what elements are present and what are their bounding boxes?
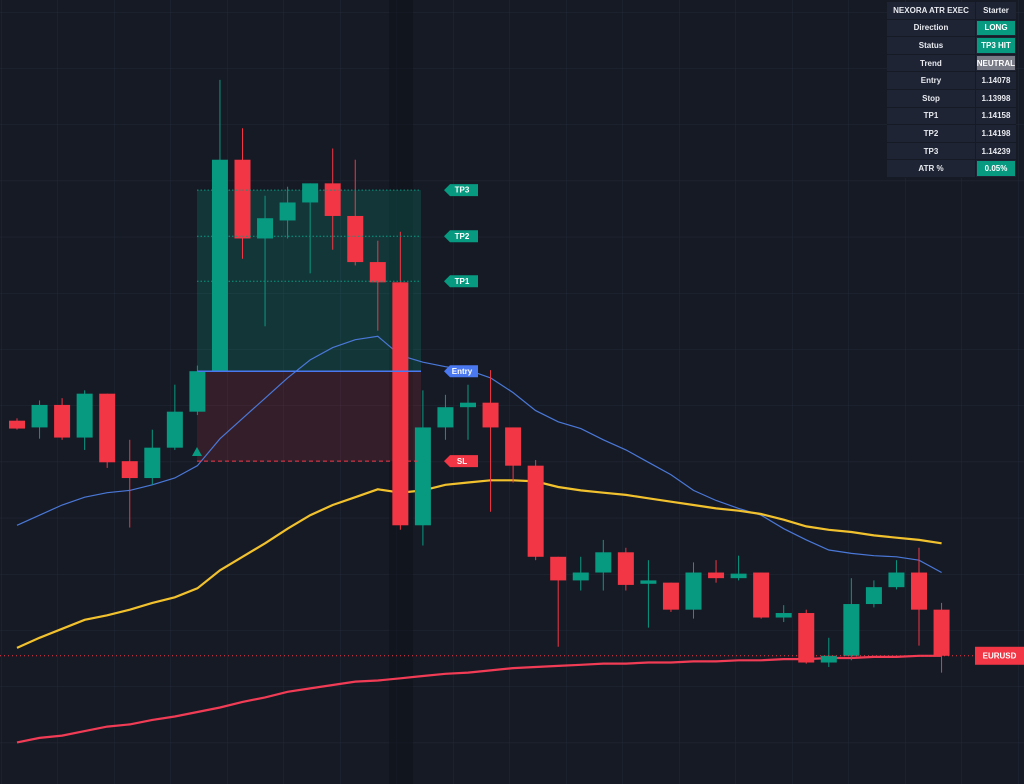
candle-body: [144, 447, 161, 479]
row-value: 1.14078: [981, 76, 1011, 86]
row-value: TP3 HIT: [977, 38, 1015, 53]
panel-row: Status TP3 HIT: [887, 37, 1016, 55]
candle-body: [392, 282, 409, 526]
row-label: TP1: [887, 107, 976, 125]
row-label: Stop: [887, 89, 976, 107]
candle-body: [708, 572, 725, 579]
candle-body: [347, 215, 364, 263]
candle-body: [911, 572, 927, 610]
row-label: Entry: [887, 72, 976, 89]
row-value: NEUTRAL: [976, 55, 1015, 71]
candle-body: [302, 183, 319, 203]
candle-body: [775, 613, 792, 618]
candle-body: [482, 402, 499, 428]
row-label: Status: [887, 37, 976, 54]
candle-body: [324, 183, 341, 216]
panel-row: TP2 1.14198: [887, 125, 1016, 143]
candle-body: [121, 461, 138, 479]
candle-body: [437, 407, 454, 428]
level-tag: [444, 230, 478, 243]
candle-body: [527, 465, 544, 557]
candle-body: [257, 218, 274, 239]
row-value: 1.13998: [981, 93, 1011, 103]
candle-body: [99, 393, 116, 463]
candle-body: [798, 613, 815, 663]
row-value: LONG: [977, 20, 1015, 36]
panel-row: ATR % 0.05%: [887, 160, 1016, 178]
panel-row: TP3 1.14239: [887, 142, 1016, 161]
symbol-label: EURUSD: [983, 651, 1017, 660]
candle-body: [460, 402, 476, 408]
candle-body: [234, 159, 251, 239]
panel-row: Stop 1.13998: [887, 89, 1016, 108]
stop-zone: [197, 371, 421, 462]
panel-row: Direction LONG: [887, 19, 1016, 38]
candle-body: [843, 604, 860, 656]
level-tag: [444, 365, 478, 378]
row-value: 1.14198: [981, 128, 1011, 138]
candle-body: [617, 552, 634, 585]
candle-body: [550, 556, 567, 581]
signal-marker: [192, 447, 202, 456]
row-label: TP3: [887, 142, 976, 160]
candle-body: [820, 655, 837, 663]
candle-body: [166, 411, 183, 448]
candle-body: [369, 262, 386, 283]
status-panel: NEXORA ATR EXEC Starter Direction LONG Statu…: [887, 2, 1016, 178]
candle-body: [662, 582, 679, 610]
level-tag: [444, 184, 478, 197]
level-tag: [444, 275, 478, 288]
candle-body: [505, 427, 522, 466]
panel-header: NEXORA ATR EXEC Starter: [887, 2, 1016, 20]
candle-body: [76, 393, 93, 438]
candle-body: [189, 371, 206, 412]
row-label: Direction: [887, 19, 976, 37]
moving-average: [16, 479, 942, 649]
row-value: 1.14239: [981, 146, 1011, 156]
candle-body: [279, 202, 296, 221]
panel-row: TP1 1.14158: [887, 107, 1016, 126]
candle-body: [933, 609, 950, 656]
level-tag: [444, 455, 478, 468]
moving-average: [16, 654, 942, 744]
candle-body: [31, 404, 48, 428]
row-label: TP2: [887, 125, 976, 142]
symbol-tag: [975, 646, 1024, 665]
row-value: 0.05%: [977, 161, 1015, 176]
level-label: SL: [457, 457, 467, 466]
moving-average: [16, 335, 942, 574]
row-label: ATR %: [887, 160, 976, 177]
panel-title: NEXORA ATR EXEC: [887, 2, 976, 19]
candle-body: [572, 572, 589, 581]
row-value: 1.14158: [981, 111, 1011, 121]
panel-plan: Starter: [983, 5, 1009, 15]
level-label: TP2: [455, 232, 470, 241]
level-label: TP1: [455, 277, 470, 286]
panel-row: Entry 1.14078: [887, 72, 1016, 90]
candle-body: [211, 159, 228, 372]
level-label: TP3: [455, 186, 470, 195]
candle-body: [414, 427, 431, 526]
candle-body: [753, 572, 770, 618]
candle-body: [865, 587, 882, 605]
candle-body: [9, 420, 25, 429]
candle-body: [685, 572, 702, 610]
level-label: Entry: [452, 367, 473, 376]
panel-row: Trend NEUTRAL: [887, 54, 1016, 73]
candle-body: [595, 552, 612, 573]
candle-body: [54, 404, 71, 438]
candle-body: [888, 572, 905, 588]
row-label: Trend: [887, 54, 976, 72]
candle-body: [640, 580, 657, 584]
candle-body: [730, 573, 747, 579]
